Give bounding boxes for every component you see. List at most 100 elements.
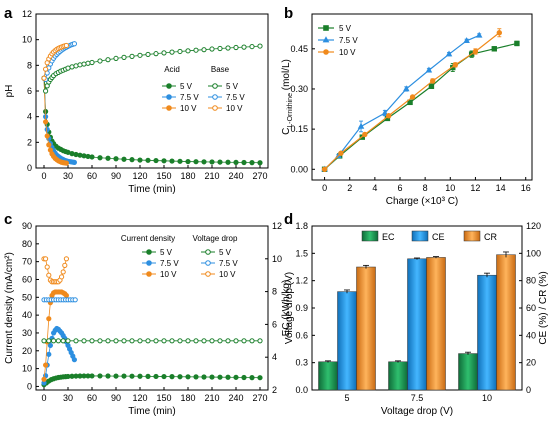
data-point-b <box>428 83 435 89</box>
x-axis-b-tick-label: 6 <box>397 183 402 193</box>
data-point-c <box>161 338 167 344</box>
data-point-a <box>241 159 247 166</box>
data-point-b <box>403 85 410 92</box>
data-point-c <box>113 373 119 379</box>
bar-ce <box>477 274 497 391</box>
y-axis-a-tick-label: 8 <box>27 60 32 70</box>
data-point-a <box>85 60 91 66</box>
y-axis-c-tick-label: 20 <box>22 346 32 356</box>
legend-label-a: 10 V <box>226 104 243 113</box>
data-point-a <box>153 51 159 57</box>
y-axis-d-tick-label: 0.6 <box>295 330 308 340</box>
legend-label-b: 5 V <box>339 24 352 33</box>
data-point-a <box>169 49 175 55</box>
y-axis-c-tick-label: 90 <box>22 221 32 231</box>
data-point-b <box>429 78 436 84</box>
bar-ce <box>337 291 357 391</box>
legend-label-c: 10 V <box>219 270 236 279</box>
data-point-c <box>47 342 54 349</box>
data-point-c <box>121 373 127 379</box>
data-point-a <box>169 158 175 164</box>
data-point-c <box>217 338 223 344</box>
legend-header-a-base: Base <box>211 65 230 74</box>
legend-label-b: 7.5 V <box>339 36 358 45</box>
data-point-c <box>129 373 135 379</box>
plot-frame-b <box>311 13 533 181</box>
legend-swatch-d <box>361 230 379 242</box>
x-axis-c-tick-label: 90 <box>111 393 121 403</box>
data-point-c <box>249 375 255 381</box>
bar-cr <box>356 266 376 391</box>
y-axis-label-b: CL-Ornithine (mol/L) <box>281 59 294 135</box>
legend-label-a: 7.5 V <box>180 93 199 102</box>
data-point-c <box>145 373 151 379</box>
y-axis-a-tick-label: 0 <box>27 163 32 173</box>
data-point-a <box>41 75 47 81</box>
y-axis-label-b-sub: L-Ornithine <box>287 93 294 128</box>
data-point-c <box>225 374 231 380</box>
data-point-a <box>105 57 111 63</box>
data-point-c <box>60 338 66 344</box>
legend-label-d: EC <box>382 232 395 242</box>
data-point-a <box>177 48 183 55</box>
x-axis-c-tick-label: 30 <box>63 393 73 403</box>
data-point-a <box>63 42 70 49</box>
legend-label-c: 5 V <box>160 248 173 257</box>
data-point-c <box>201 374 207 380</box>
data-point-b <box>452 62 459 68</box>
data-point-c <box>129 338 135 344</box>
y-axis-right-d-tick-label: 80 <box>526 276 536 286</box>
x-axis-c-tick-label: 120 <box>132 393 147 403</box>
data-point-c <box>105 373 111 379</box>
data-point-b <box>514 40 520 47</box>
y-axis-d-tick-label: 0.9 <box>295 303 308 313</box>
legend-marker-a <box>212 105 218 111</box>
y-axis-right-c-tick-label: 8 <box>272 287 277 297</box>
y-axis-c-tick-label: 30 <box>22 328 32 338</box>
data-point-c <box>137 338 143 344</box>
y-axis-a-tick-label: 6 <box>27 86 32 96</box>
y-axis-right-c-tick-label: 6 <box>272 319 277 329</box>
data-point-c <box>44 264 50 270</box>
data-point-a <box>46 142 52 148</box>
y-axis-label-b-main: C <box>281 128 292 135</box>
data-point-a <box>177 158 183 164</box>
bar-ec <box>458 353 478 391</box>
data-point-a <box>43 88 49 94</box>
data-point-a <box>121 54 127 60</box>
data-point-a <box>121 156 127 162</box>
y-axis-d-tick-label: 1.8 <box>295 221 308 231</box>
data-point-c <box>97 338 103 344</box>
data-point-a <box>43 119 49 125</box>
data-point-c <box>233 338 239 344</box>
data-point-c <box>59 274 65 280</box>
x-axis-c-tick-label: 180 <box>180 393 195 403</box>
y-axis-label-a: pH <box>4 85 15 98</box>
data-point-c <box>46 338 52 344</box>
x-axis-a-tick-label: 150 <box>156 171 171 181</box>
legend-label-a: 5 V <box>226 82 239 91</box>
data-point-a <box>129 157 135 163</box>
data-point-a <box>71 159 78 165</box>
data-point-c <box>105 338 111 344</box>
data-point-a <box>81 153 87 159</box>
x-axis-b-tick-label: 2 <box>347 183 352 193</box>
data-point-b <box>381 109 389 116</box>
data-point-b <box>425 66 433 73</box>
y-axis-a-tick-label: 4 <box>27 112 32 122</box>
data-point-a <box>161 50 167 56</box>
x-axis-c-tick-label: 270 <box>252 393 267 403</box>
legend-marker-c <box>146 249 152 255</box>
y-axis-b-tick-label: 0.30 <box>290 84 308 94</box>
y-axis-right-d-tick-label: 0 <box>526 385 531 395</box>
data-point-a <box>193 159 199 165</box>
data-point-c <box>43 256 49 262</box>
x-axis-a-tick-label: 0 <box>41 171 46 181</box>
data-point-a <box>201 159 207 165</box>
x-axis-a-tick-label: 30 <box>63 171 73 181</box>
data-point-a <box>63 160 70 166</box>
x-axis-a-tick-label: 180 <box>180 171 195 181</box>
data-point-c <box>41 376 47 382</box>
y-axis-c-tick-label: 10 <box>22 364 32 374</box>
y-axis-right-c-tick-label: 4 <box>272 352 277 362</box>
